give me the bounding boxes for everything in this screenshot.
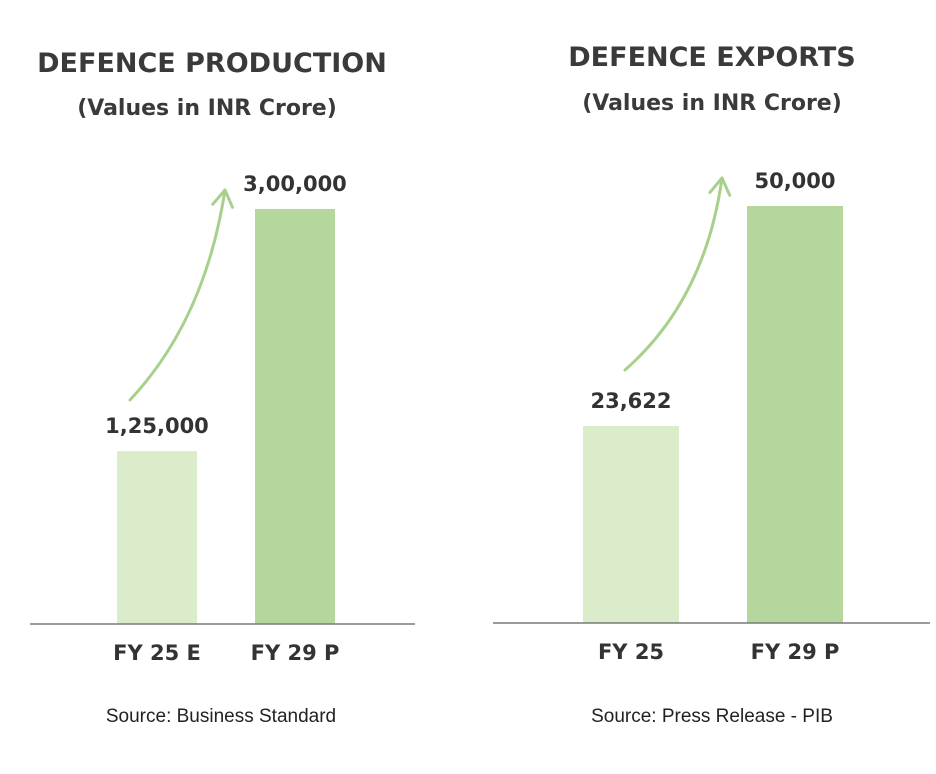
exports-bar-fy29p bbox=[747, 206, 843, 623]
production-value-label-fy29p: 3,00,000 bbox=[243, 172, 347, 196]
exports-growth-arrowhead bbox=[708, 176, 732, 197]
exports-bar-fy25 bbox=[583, 425, 679, 623]
production-bar-fy29p bbox=[255, 209, 335, 624]
production-panel: DEFENCE PRODUCTION (Values in INR Crore)… bbox=[30, 48, 415, 727]
production-category-fy29p: FY 29 P bbox=[251, 641, 340, 665]
production-growth-arrowhead bbox=[211, 188, 234, 209]
exports-source: Source: Press Release - PIB bbox=[591, 706, 833, 727]
exports-growth-arrow bbox=[623, 176, 724, 372]
production-bar-fy25e bbox=[117, 451, 197, 624]
exports-subtitle: (Values in INR Crore) bbox=[582, 91, 842, 116]
exports-category-fy25: FY 25 bbox=[598, 640, 664, 664]
exports-category-fy29p: FY 29 P bbox=[751, 640, 840, 664]
exports-title: DEFENCE EXPORTS bbox=[568, 42, 855, 73]
production-growth-arrow bbox=[128, 188, 227, 402]
production-title: DEFENCE PRODUCTION bbox=[37, 48, 387, 79]
exports-panel: DEFENCE EXPORTS (Values in INR Crore) 23… bbox=[493, 42, 930, 727]
exports-value-label-fy25: 23,622 bbox=[590, 389, 671, 413]
exports-value-label-fy29p: 50,000 bbox=[754, 169, 835, 193]
production-value-label-fy25e: 1,25,000 bbox=[105, 414, 209, 438]
production-subtitle: (Values in INR Crore) bbox=[77, 96, 337, 121]
production-source: Source: Business Standard bbox=[106, 706, 336, 727]
production-category-fy25e: FY 25 E bbox=[113, 641, 201, 665]
